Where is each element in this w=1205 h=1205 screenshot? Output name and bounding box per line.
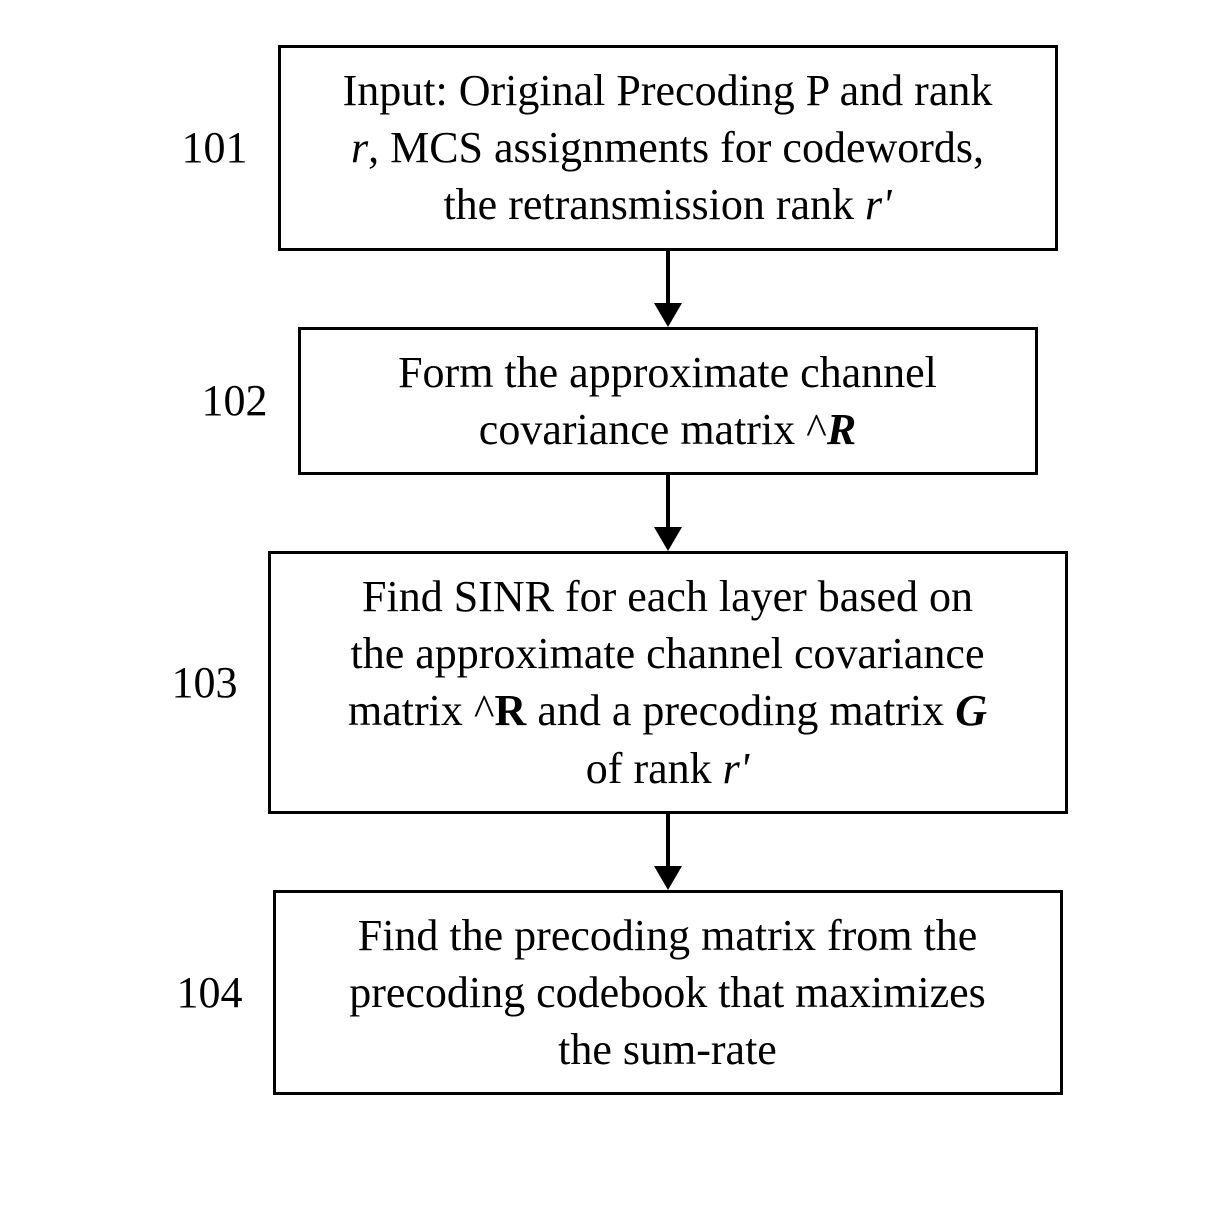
arrow-line-3 [666,814,670,866]
step-104: 104 Find the precoding matrix from the p… [143,890,1063,1096]
step-box-102: Form the approximate channel covariance … [298,327,1038,475]
arrow-head-3 [654,866,682,890]
step-103: 103 Find SINR for each layer based on th… [138,551,1068,814]
step-103-line-2: the approximate channel covariance [295,625,1041,682]
step-103-line-3: matrix ^R and a precoding matrix G [295,682,1041,739]
step-102-line-1: Form the approximate channel [325,344,1011,401]
flowchart-container: 101 Input: Original Precoding P and rank… [138,45,1068,1095]
step-104-line-3: the sum-rate [300,1021,1036,1078]
step-102-line-2: covariance matrix ^R [325,401,1011,458]
step-101-line-2: r, MCS assignments for codewords, [305,119,1031,176]
step-label-102: 102 [168,375,268,426]
step-label-101: 101 [148,122,248,173]
arrow-line-1 [666,251,670,303]
arrow-102-103 [654,475,682,551]
step-box-101: Input: Original Precoding P and rank r, … [278,45,1058,251]
step-101-line-1: Input: Original Precoding P and rank [305,62,1031,119]
step-box-104: Find the precoding matrix from the preco… [273,890,1063,1096]
step-103-line-4: of rank r' [295,740,1041,797]
arrow-head-2 [654,527,682,551]
arrow-head-1 [654,303,682,327]
step-103-line-1: Find SINR for each layer based on [295,568,1041,625]
step-label-104: 104 [143,967,243,1018]
step-104-line-1: Find the precoding matrix from the [300,907,1036,964]
step-101: 101 Input: Original Precoding P and rank… [148,45,1058,251]
step-101-line-3: the retransmission rank r' [305,176,1031,233]
step-104-line-2: precoding codebook that maximizes [300,964,1036,1021]
step-box-103: Find SINR for each layer based on the ap… [268,551,1068,814]
step-102: 102 Form the approximate channel covaria… [168,327,1038,475]
step-label-103: 103 [138,657,238,708]
arrow-103-104 [654,814,682,890]
arrow-101-102 [654,251,682,327]
arrow-line-2 [666,475,670,527]
